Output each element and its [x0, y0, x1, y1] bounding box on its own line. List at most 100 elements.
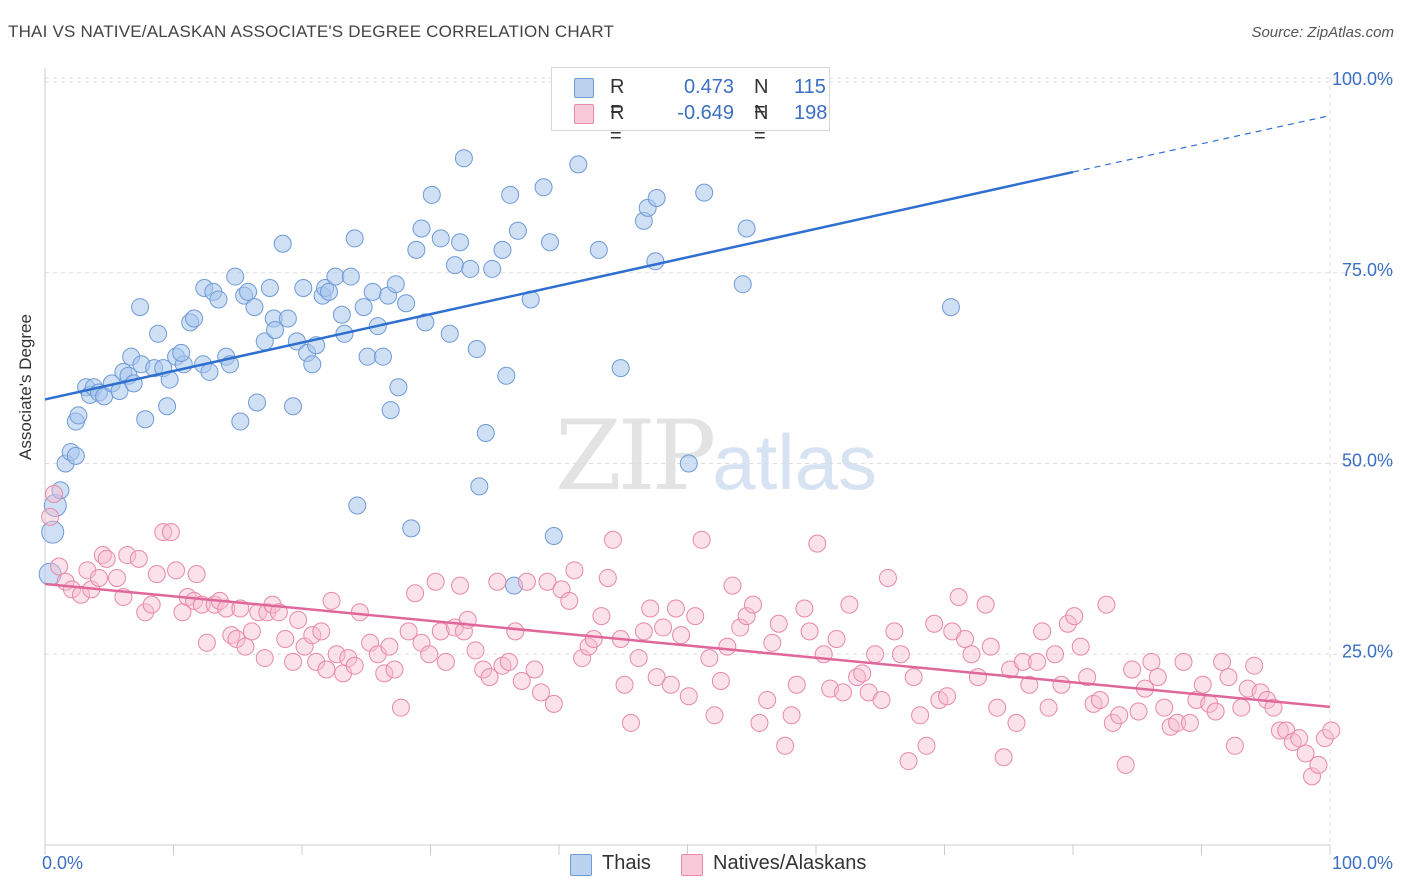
thai-trend-line [44, 170, 1074, 401]
legend-swatch-natives [574, 104, 594, 124]
native-point [885, 622, 904, 641]
legend-n-value: 115 [794, 76, 826, 98]
native-point [1315, 729, 1334, 748]
native-point [981, 637, 1000, 656]
native-point [700, 649, 719, 668]
x-tick-label: 100.0% [1332, 853, 1393, 873]
legend-swatch-natives [681, 854, 703, 876]
native-point [142, 595, 161, 614]
native-point [1039, 698, 1058, 717]
thai-point [231, 412, 250, 431]
native-point [962, 645, 981, 664]
native-point [750, 713, 769, 732]
thai-point [941, 298, 960, 317]
thai-point [273, 234, 292, 253]
native-point [136, 603, 155, 622]
native-point [840, 595, 859, 614]
thai-trend-extension [1072, 114, 1331, 173]
thai-point [248, 393, 267, 412]
thai-point [386, 275, 405, 294]
thai-point [158, 397, 177, 416]
native-point [1142, 652, 1161, 671]
legend-n-label: N = [754, 102, 769, 147]
thai-point [467, 340, 486, 359]
native-point [197, 633, 216, 652]
tick-label-layer: 25.0% 50.0% 75.0% 100.0% 0.0% 100.0% [42, 69, 1393, 873]
native-point [911, 706, 930, 725]
native-point [1168, 713, 1187, 732]
thai-point [501, 185, 520, 204]
native-point [350, 603, 369, 622]
native-point [634, 622, 653, 641]
native-point [307, 652, 326, 671]
native-point [322, 591, 341, 610]
trend-layer [44, 114, 1331, 709]
native-point [795, 599, 814, 618]
native-point [161, 523, 180, 542]
native-point [800, 622, 819, 641]
native-point [50, 557, 69, 576]
native-point [573, 649, 592, 668]
native-point [289, 610, 308, 629]
legend-n-value: 198 [794, 102, 828, 124]
native-trend-line [44, 582, 1331, 709]
native-point [584, 629, 603, 648]
thai-point [397, 294, 416, 313]
thai-point [354, 298, 373, 317]
native-point [949, 588, 968, 607]
thai-point [407, 240, 426, 259]
native-point [603, 530, 622, 549]
thai-point [431, 229, 450, 248]
native-point [718, 637, 737, 656]
native-point [499, 652, 518, 671]
native-point [538, 572, 557, 591]
native-point [938, 687, 957, 706]
axis-layer [44, 68, 1331, 855]
thai-point [416, 313, 435, 332]
native-point [808, 534, 827, 553]
thai-point [733, 275, 752, 294]
native-point [345, 656, 364, 675]
thai-point [239, 282, 258, 301]
native-point [436, 652, 455, 671]
native-point [956, 629, 975, 648]
native-point [525, 660, 544, 679]
thai-point [737, 219, 756, 238]
native-point [544, 694, 563, 713]
native-point [1116, 755, 1135, 774]
native-point [97, 549, 116, 568]
native-point [512, 671, 531, 690]
legend-label-natives: Natives/Alaskans [713, 852, 867, 874]
native-point [672, 626, 691, 645]
y-axis-label: Associate's Degree [16, 314, 35, 460]
native-point [872, 691, 891, 710]
native-point [661, 675, 680, 694]
native-point [621, 713, 640, 732]
native-point [236, 637, 255, 656]
thai-point [534, 178, 553, 197]
native-point [866, 645, 885, 664]
thai-point [149, 324, 168, 343]
thai-point [483, 259, 502, 278]
native-point [1270, 721, 1289, 740]
native-point [592, 607, 611, 626]
native-point [1225, 736, 1244, 755]
native-point [917, 736, 936, 755]
native-point [375, 664, 394, 683]
x-tick-label: 0.0% [42, 853, 83, 873]
native-point [89, 568, 108, 587]
native-point [276, 629, 295, 648]
native-point [1020, 675, 1039, 694]
native-point [654, 618, 673, 637]
native-point [1123, 660, 1142, 679]
y-tick-label: 25.0% [1342, 641, 1393, 661]
native-point [1090, 691, 1109, 710]
thai-point [363, 282, 382, 301]
thai-point [445, 256, 464, 275]
thai-point [303, 355, 322, 374]
thai-point [695, 183, 714, 202]
native-point [565, 561, 584, 580]
native-point [488, 572, 507, 591]
native-point [1213, 652, 1232, 671]
native-point [517, 572, 536, 591]
